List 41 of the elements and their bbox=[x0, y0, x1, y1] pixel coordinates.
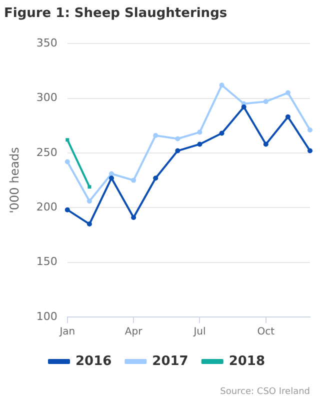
point bbox=[175, 148, 180, 154]
point bbox=[241, 104, 246, 110]
point bbox=[86, 198, 92, 204]
point bbox=[285, 90, 290, 96]
point bbox=[66, 138, 70, 142]
source-note: Source: CSO Ireland bbox=[220, 386, 310, 397]
point bbox=[263, 99, 268, 104]
point bbox=[131, 214, 136, 220]
point bbox=[86, 222, 92, 227]
point bbox=[109, 176, 114, 181]
point bbox=[197, 142, 202, 147]
y-tick-label: 150 bbox=[36, 255, 58, 268]
point bbox=[285, 114, 290, 120]
legend-label: 2017 bbox=[152, 354, 188, 369]
point bbox=[153, 176, 158, 181]
chart-title: Figure 1: Sheep Slaughterings bbox=[4, 6, 228, 22]
y-tick-label: 250 bbox=[36, 146, 58, 159]
y-tick-label: 350 bbox=[36, 36, 58, 50]
x-tick-label: Apr bbox=[124, 326, 144, 338]
y-tick-label: 100 bbox=[36, 310, 58, 323]
x-tick-label: Jul bbox=[192, 326, 206, 338]
point bbox=[219, 130, 224, 136]
x-tick-label: Jan bbox=[58, 326, 76, 338]
point bbox=[263, 142, 268, 147]
point bbox=[308, 127, 312, 132]
legend-label: 2018 bbox=[228, 354, 266, 369]
y-tick-label: 300 bbox=[36, 91, 58, 104]
point bbox=[197, 130, 202, 135]
point bbox=[88, 185, 92, 189]
legend-label: 2016 bbox=[75, 354, 112, 369]
point bbox=[308, 148, 312, 154]
point bbox=[131, 178, 136, 183]
point bbox=[175, 136, 180, 142]
y-tick-label: 200 bbox=[36, 200, 58, 214]
point bbox=[219, 82, 224, 88]
point bbox=[109, 171, 114, 176]
x-tick-label: Oct bbox=[257, 326, 275, 338]
point bbox=[64, 207, 70, 212]
point bbox=[64, 159, 70, 164]
y-axis-title: '000 heads bbox=[7, 147, 22, 214]
point bbox=[153, 132, 158, 138]
